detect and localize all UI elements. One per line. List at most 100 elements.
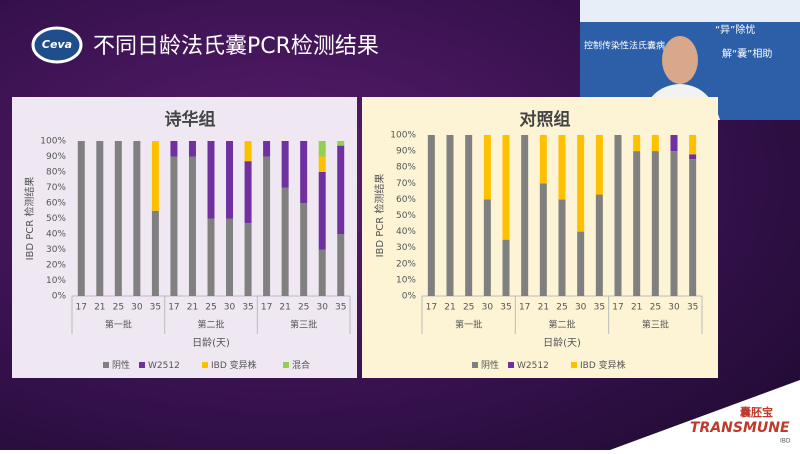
- bar-segment: [595, 194, 603, 296]
- chart-title: 诗华组: [165, 109, 216, 130]
- x-tick-label: 35: [500, 303, 511, 313]
- x-tick-label: 30: [316, 303, 328, 313]
- logo: [31, 26, 83, 64]
- x-tick-label: 25: [205, 303, 216, 313]
- y-tick-label: 90%: [46, 152, 66, 162]
- bar-segment: [151, 141, 159, 211]
- x-tick-label: 35: [335, 303, 346, 313]
- y-tick-label: 20%: [396, 259, 416, 269]
- video-banner: [580, 0, 800, 22]
- bar-segment: [318, 156, 326, 172]
- y-tick-label: 40%: [46, 230, 66, 240]
- x-tick-label: 30: [575, 303, 587, 313]
- x-tick-label: 35: [150, 303, 161, 313]
- video-text: “异”除忧: [715, 23, 755, 36]
- bar-segment: [318, 141, 326, 157]
- y-axis-label: IBD PCR 检测结果: [23, 177, 36, 261]
- slide-title: 不同日龄法氏囊PCR检测结果: [93, 34, 379, 59]
- x-tick-label: 21: [444, 303, 455, 313]
- video-text: 控制传染性法氏囊病: [584, 40, 665, 52]
- bar-segment: [651, 135, 659, 152]
- panel-left: [12, 97, 357, 378]
- legend-label: W2512: [517, 361, 549, 371]
- y-tick-label: 100%: [390, 131, 416, 141]
- x-tick-label: 35: [594, 303, 605, 313]
- x-tick-label: 21: [631, 303, 642, 313]
- y-tick-label: 0%: [402, 292, 417, 302]
- group-label: 第三批: [642, 319, 669, 331]
- bar-segment: [521, 135, 529, 296]
- x-tick-label: 30: [131, 303, 143, 313]
- bar-segment: [651, 151, 659, 296]
- bar-segment: [670, 135, 678, 152]
- bar-segment: [539, 135, 547, 184]
- x-tick-label: 21: [538, 303, 549, 313]
- y-tick-label: 100%: [40, 137, 66, 147]
- bar-segment: [244, 223, 252, 296]
- y-tick-label: 80%: [46, 168, 66, 178]
- bar-segment: [614, 135, 622, 296]
- legend-label: 阴性: [481, 359, 499, 371]
- bar-segment: [244, 141, 252, 162]
- bar-segment: [244, 161, 252, 224]
- y-tick-label: 20%: [46, 261, 66, 271]
- bar-segment: [558, 135, 566, 200]
- bar-segment: [670, 151, 678, 296]
- legend-swatch: [571, 362, 577, 368]
- y-tick-label: 40%: [396, 227, 416, 237]
- x-tick-label: 25: [463, 303, 474, 313]
- x-tick-label: 25: [556, 303, 567, 313]
- x-tick-label: 17: [612, 303, 623, 313]
- legend-label: IBD 变异株: [211, 359, 257, 371]
- y-tick-label: 90%: [396, 147, 416, 157]
- x-tick-label: 17: [426, 303, 437, 313]
- bar-segment: [77, 141, 85, 296]
- y-tick-label: 50%: [396, 211, 416, 221]
- bar-segment: [483, 199, 491, 296]
- legend-swatch: [283, 362, 289, 368]
- legend-swatch: [472, 362, 478, 368]
- bar-segment: [427, 135, 435, 296]
- bar-segment: [318, 172, 326, 250]
- y-tick-label: 10%: [46, 276, 66, 286]
- bar-segment: [114, 141, 122, 296]
- y-tick-label: 70%: [46, 183, 66, 193]
- bar-segment: [207, 141, 215, 219]
- bar-segment: [133, 141, 141, 296]
- bar-segment: [170, 141, 178, 157]
- presenter-head: [662, 36, 698, 84]
- bar-segment: [281, 187, 289, 296]
- logo-text: Ceva: [42, 38, 72, 51]
- brand-area: [610, 380, 800, 450]
- bar-segment: [465, 135, 473, 296]
- brand-cn: 囊胚宝: [739, 405, 773, 419]
- bar-segment: [337, 145, 345, 234]
- bar-segment: [539, 183, 547, 296]
- bar-segment: [689, 135, 697, 155]
- bar-segment: [300, 203, 308, 296]
- y-tick-label: 50%: [46, 214, 66, 224]
- bar-segment: [633, 151, 641, 296]
- bar-segment: [188, 156, 196, 296]
- bar-segment: [226, 218, 234, 296]
- chart-title: 对照组: [520, 109, 571, 130]
- bar-segment: [595, 135, 603, 195]
- group-label: 第二批: [197, 319, 224, 331]
- bar-segment: [300, 141, 308, 203]
- bar-segment: [577, 135, 585, 232]
- x-axis-label: 日龄(天): [192, 336, 230, 349]
- bar-segment: [96, 141, 104, 296]
- bar-segment: [337, 141, 345, 146]
- legend-label: W2512: [148, 361, 180, 371]
- bar-segment: [502, 135, 510, 240]
- bar-segment: [151, 210, 159, 296]
- x-tick-label: 17: [261, 303, 272, 313]
- legend-swatch: [202, 362, 208, 368]
- x-tick-label: 17: [168, 303, 179, 313]
- x-tick-label: 30: [668, 303, 680, 313]
- y-tick-label: 70%: [396, 179, 416, 189]
- bar-segment: [446, 135, 454, 296]
- y-axis-label: IBD PCR 检测结果: [373, 174, 386, 258]
- x-tick-label: 25: [298, 303, 309, 313]
- x-tick-label: 35: [242, 303, 253, 313]
